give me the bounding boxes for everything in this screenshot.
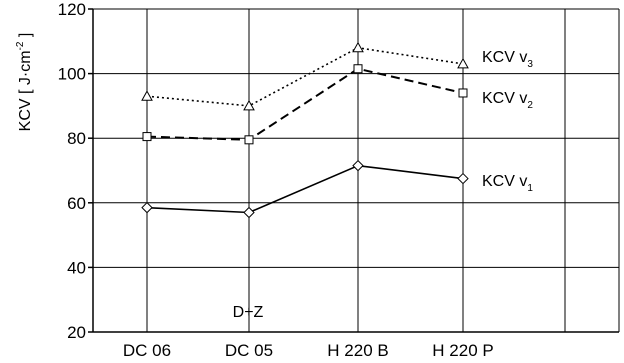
series-label-3: KCV v3 bbox=[482, 49, 533, 70]
series-label-2: KCV v2 bbox=[482, 90, 533, 111]
data-point-square bbox=[142, 132, 152, 142]
data-point-diamond bbox=[243, 206, 255, 219]
data-point-square bbox=[244, 135, 254, 145]
data-point-diamond bbox=[141, 201, 153, 214]
x-tick-label: DC 05 bbox=[225, 341, 273, 360]
annotation-label: D+Z bbox=[233, 304, 264, 321]
data-point-diamond bbox=[457, 172, 469, 185]
x-tick-labels: DC 06 DC 05 H 220 B H 220 P bbox=[123, 341, 494, 360]
series-label-text: KCV v bbox=[482, 173, 527, 190]
data-point-square bbox=[458, 88, 468, 98]
data-point-square bbox=[353, 64, 363, 74]
y-axis-label-close: ] bbox=[17, 33, 34, 42]
y-axis-label-text: KCV [ J·cm bbox=[17, 50, 34, 131]
data-point-triangle bbox=[457, 57, 469, 69]
x-tick-label: H 220 P bbox=[432, 341, 493, 360]
data-point-triangle bbox=[141, 90, 153, 101]
data-point-triangle bbox=[352, 41, 364, 53]
series-label-subscript: 3 bbox=[527, 59, 533, 70]
data-point-triangle bbox=[243, 99, 255, 111]
data-point-diamond bbox=[352, 159, 364, 172]
y-tick-label: 20 bbox=[67, 323, 86, 342]
series-label-subscript: 1 bbox=[527, 183, 533, 194]
series-label-subscript: 2 bbox=[527, 100, 533, 111]
series-line-1 bbox=[146, 164, 464, 214]
series-line-2 bbox=[146, 67, 464, 141]
series-line-3 bbox=[146, 46, 464, 107]
series-label-text: KCV v bbox=[482, 90, 527, 107]
series-label-1: KCV v1 bbox=[482, 173, 533, 194]
x-tick-label: DC 06 bbox=[123, 341, 171, 360]
x-tick-label: H 220 B bbox=[327, 341, 388, 360]
series-layer bbox=[141, 41, 469, 219]
y-axis-label-exponent: -2 bbox=[15, 41, 26, 50]
y-tick-label: 40 bbox=[67, 258, 86, 277]
series-label-text: KCV v bbox=[482, 49, 527, 66]
y-tick-label: 60 bbox=[67, 194, 86, 213]
y-tick-label: 120 bbox=[58, 0, 86, 19]
axes bbox=[88, 8, 620, 333]
y-tick-label: 80 bbox=[67, 129, 86, 148]
grid bbox=[93, 8, 619, 332]
y-axis-label: KCV [ J·cm-2 ] bbox=[15, 33, 34, 132]
y-tick-labels: 20 40 60 80 100 120 bbox=[58, 0, 86, 342]
y-tick-label: 100 bbox=[58, 65, 86, 84]
